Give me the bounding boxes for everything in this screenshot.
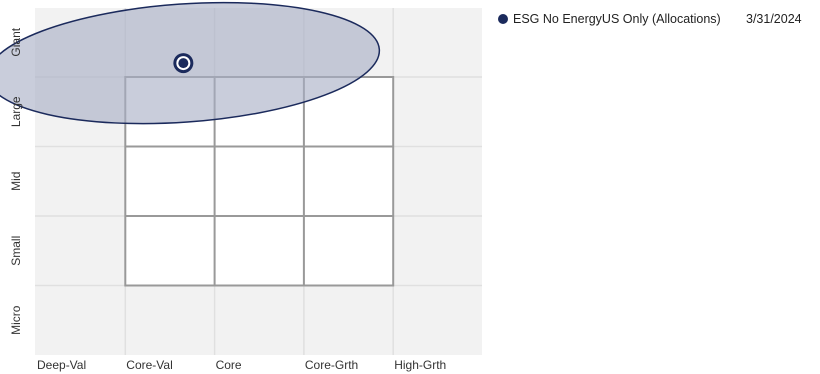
x-tick-label: Deep-Val xyxy=(37,358,86,372)
legend-entry: ESG No EnergyUS Only (Allocations) xyxy=(498,12,721,26)
legend-date: 3/31/2024 xyxy=(746,12,802,26)
centroid-marker xyxy=(173,53,194,74)
y-tick-label: Giant xyxy=(9,27,23,56)
centroid-center-dot xyxy=(178,58,189,69)
y-tick-label: Large xyxy=(9,96,23,127)
x-axis-tick-labels: Deep-Val Core-Val Core Core-Grth High-Grth xyxy=(37,358,446,372)
x-tick-label: Core-Grth xyxy=(305,358,358,372)
y-tick-label: Mid xyxy=(9,172,23,191)
y-axis-tick-labels: Micro Small Mid Large Giant xyxy=(9,27,23,335)
x-tick-label: Core-Val xyxy=(126,358,172,372)
legend-series-name: ESG No EnergyUS Only (Allocations) xyxy=(513,12,721,26)
y-tick-label: Micro xyxy=(9,305,23,335)
legend-marker-icon xyxy=(498,14,508,24)
x-tick-label: High-Grth xyxy=(394,358,446,372)
y-tick-label: Small xyxy=(9,236,23,266)
x-tick-label: Core xyxy=(216,358,242,372)
